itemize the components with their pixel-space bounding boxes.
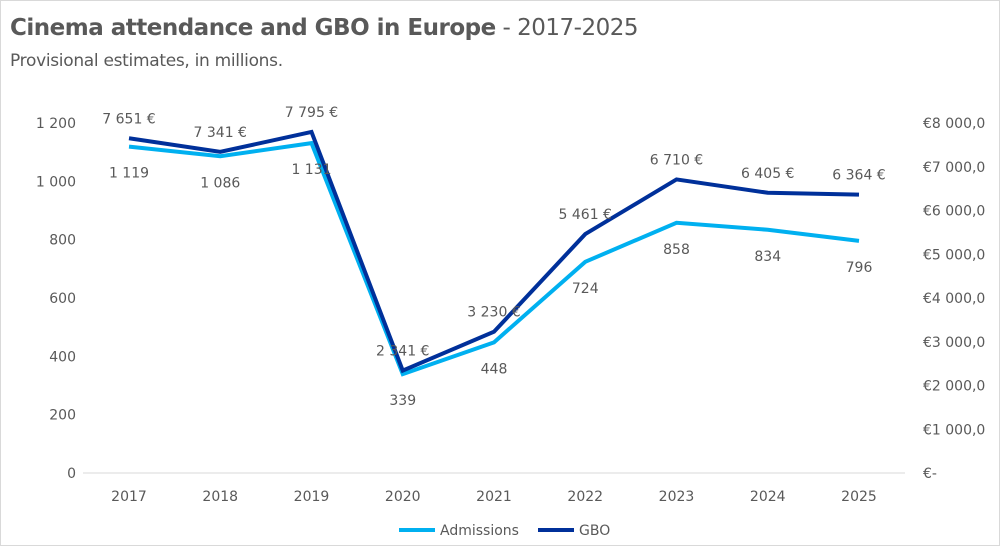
data-label-gbo: 6 710 € [650, 152, 703, 168]
data-label-gbo: 6 405 € [741, 166, 794, 182]
y-right-tick-label: €3 000,0 [923, 335, 985, 351]
x-tick-label: 2023 [659, 489, 695, 505]
y-right-tick-label: €8 000,0 [923, 116, 985, 132]
data-label-gbo: 7 795 € [285, 105, 338, 121]
legend-label-admissions: Admissions [440, 523, 519, 539]
chart-title: Cinema attendance and GBO in Europe - 20… [10, 15, 639, 41]
x-tick-label: 2025 [841, 489, 877, 505]
data-label-admissions: 1 131 [291, 162, 331, 178]
series-line-gbo [128, 129, 860, 374]
data-label-admissions: 1 086 [200, 175, 240, 191]
data-label-gbo: 6 364 € [832, 168, 885, 184]
x-tick-label: 2018 [202, 489, 238, 505]
data-label-gbo: 5 461 € [559, 207, 612, 223]
y-left-tick-label: 800 [49, 233, 76, 249]
y-left-tick-label: 600 [49, 291, 76, 307]
series-line-admissions [128, 140, 860, 377]
data-label-gbo: 7 651 € [102, 111, 155, 127]
title-years: - 2017-2025 [495, 15, 639, 41]
y-left-tick-label: 400 [49, 349, 76, 365]
data-label-gbo: 2 341 € [376, 344, 429, 360]
x-tick-label: 2022 [567, 489, 603, 505]
y-right-tick-label: €- [923, 466, 937, 482]
y-right-tick-label: €6 000,0 [923, 204, 985, 220]
y-right-tick-label: €2 000,0 [923, 379, 985, 395]
data-label-gbo: 7 341 € [194, 125, 247, 141]
y-right-tick-label: €5 000,0 [923, 247, 985, 263]
y-right-tick-label: €7 000,0 [923, 160, 985, 176]
data-label-admissions: 834 [754, 249, 781, 265]
y-right-tick-label: €4 000,0 [923, 291, 985, 307]
data-label-admissions: 448 [481, 361, 508, 377]
y-left-tick-label: 1 200 [36, 116, 76, 132]
y-left-tick-label: 0 [67, 466, 76, 482]
x-tick-label: 2017 [111, 489, 147, 505]
x-tick-label: 2021 [476, 489, 512, 505]
data-label-admissions: 1 119 [109, 166, 149, 182]
data-label-admissions: 858 [663, 242, 690, 258]
y-left-tick-label: 200 [49, 408, 76, 424]
legend-label-gbo: GBO [579, 523, 610, 539]
data-label-gbo: 3 230 € [467, 305, 520, 321]
data-label-admissions: 796 [846, 260, 873, 276]
x-tick-label: 2019 [294, 489, 330, 505]
title-main: Cinema attendance and GBO in Europe [10, 15, 496, 41]
data-label-admissions: 339 [389, 393, 416, 409]
data-label-admissions: 724 [572, 281, 599, 297]
chart-subtitle: Provisional estimates, in millions. [10, 51, 283, 71]
x-tick-label: 2024 [750, 489, 786, 505]
x-tick-label: 2020 [385, 489, 421, 505]
y-right-tick-label: €1 000,0 [923, 422, 985, 438]
y-left-tick-label: 1 000 [36, 174, 76, 190]
